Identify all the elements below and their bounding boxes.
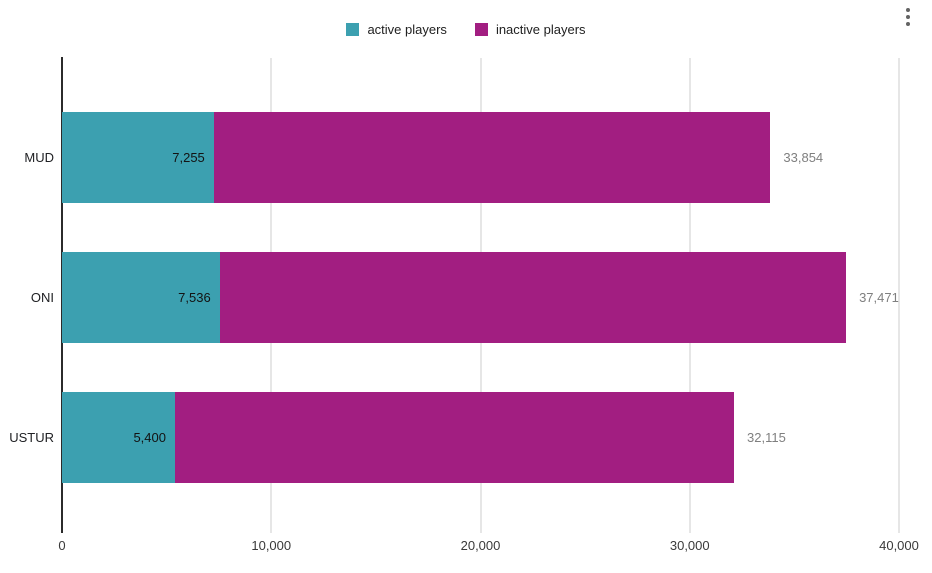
- x-axis-tick-label: 40,000: [879, 538, 919, 553]
- x-axis-tick-label: 0: [58, 538, 66, 553]
- chart-options-kebab-menu-icon[interactable]: [901, 5, 915, 29]
- legend-item-active-players[interactable]: active players: [346, 22, 447, 37]
- x-axis-tick-label: 20,000: [460, 538, 501, 553]
- x-axis-tick-label: 30,000: [669, 538, 710, 553]
- bar-segment-active-players[interactable]: [62, 392, 175, 483]
- bar-total-label: 32,115: [747, 430, 786, 445]
- bar-segment-active-players[interactable]: [62, 112, 214, 203]
- active-players-value-label: 7,255: [172, 150, 205, 165]
- active-players-value-label: 5,400: [133, 430, 166, 445]
- bar-segment-active-players[interactable]: [62, 252, 220, 343]
- bar-segment-inactive-players[interactable]: [174, 392, 734, 483]
- legend-item-label: inactive players: [495, 22, 586, 37]
- category-label: MUD: [24, 150, 54, 165]
- inactive-players-swatch-icon: [474, 23, 488, 36]
- kebab-dot: [906, 8, 910, 12]
- x-axis-tick-label: 10,000: [251, 538, 292, 553]
- category-label: ONI: [30, 290, 54, 305]
- gridline: [898, 58, 900, 533]
- legend-item-inactive-players[interactable]: inactive players: [474, 22, 586, 37]
- bar-total-label: 33,854: [783, 150, 824, 165]
- legend-item-label: active players: [367, 22, 447, 37]
- active-players-swatch-icon: [346, 23, 360, 36]
- bar-total-label: 37,471: [859, 290, 899, 305]
- kebab-dot: [906, 22, 910, 26]
- active-players-value-label: 7,536: [178, 290, 211, 305]
- kebab-dot: [906, 15, 910, 19]
- chart-legend: active players inactive players: [0, 22, 932, 37]
- bar-segment-inactive-players[interactable]: [219, 252, 847, 343]
- bar-segment-inactive-players[interactable]: [213, 112, 771, 203]
- category-label: USTUR: [9, 430, 54, 445]
